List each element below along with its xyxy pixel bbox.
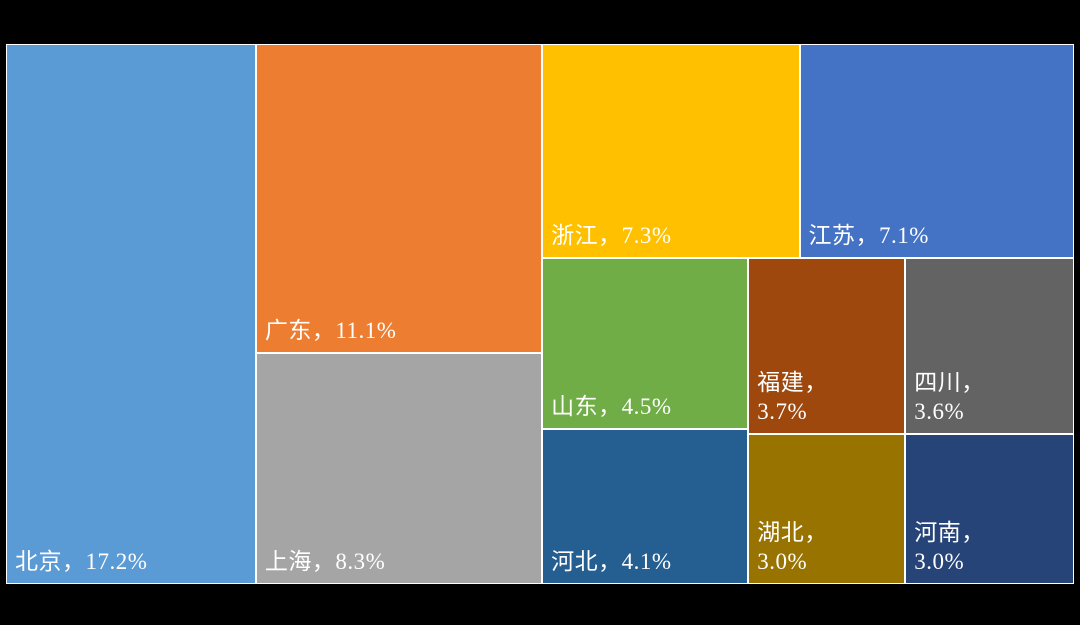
- treemap-tile-beijing: 北京，17.2%: [6, 44, 256, 584]
- treemap-chart-canvas: 北京，17.2% 广东，11.1% 上海，8.3% 浙江，7.3% 江苏，7.1…: [6, 44, 1074, 584]
- tile-label-shanghai: 上海，8.3%: [264, 549, 386, 575]
- tile-label-guangdong: 广东，11.1%: [264, 317, 397, 343]
- treemap-tile-sichuan: 四川， 3.6%: [905, 257, 1074, 434]
- treemap-tile-jiangsu: 江苏，7.1%: [799, 44, 1074, 258]
- treemap-tile-henan: 河南， 3.0%: [905, 433, 1074, 584]
- tile-label-sichuan: 四川， 3.6%: [914, 369, 985, 424]
- tile-label-henan: 河南， 3.0%: [914, 520, 985, 575]
- treemap-tile-shandong: 山东，4.5%: [542, 257, 749, 429]
- treemap-tile-guangdong: 广东，11.1%: [255, 44, 543, 353]
- tile-label-hebei: 河北，4.1%: [551, 549, 672, 575]
- tile-label-beijing: 北京，17.2%: [15, 549, 148, 575]
- treemap-tile-shanghai: 上海，8.3%: [255, 352, 543, 584]
- tile-label-jiangsu: 江苏，7.1%: [808, 222, 929, 248]
- tile-label-hubei: 湖北， 3.0%: [757, 520, 828, 575]
- tile-label-shandong: 山东，4.5%: [551, 394, 672, 420]
- tile-label-zhejiang: 浙江，7.3%: [551, 222, 672, 248]
- treemap-tile-hubei: 湖北， 3.0%: [748, 433, 906, 584]
- treemap-tile-fujian: 福建， 3.7%: [748, 257, 906, 434]
- treemap-tile-zhejiang: 浙江，7.3%: [542, 44, 800, 258]
- treemap-tile-hebei: 河北，4.1%: [542, 429, 749, 584]
- tile-label-fujian: 福建， 3.7%: [757, 369, 828, 424]
